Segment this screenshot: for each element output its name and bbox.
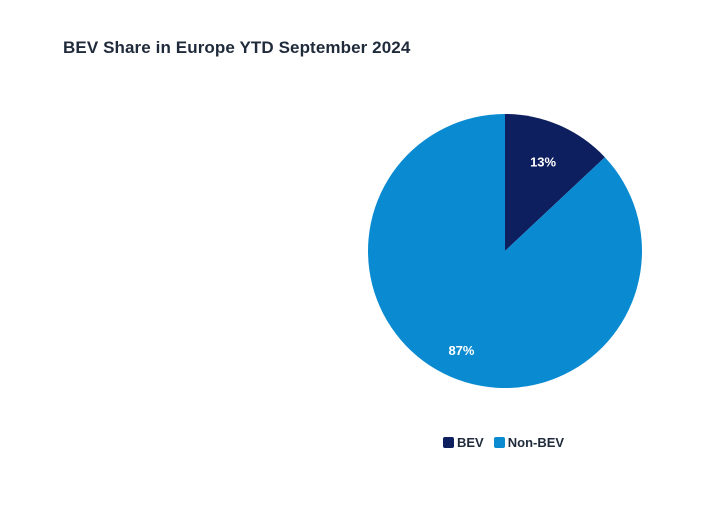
legend-swatch-non-bev [493,437,505,448]
pie-slice-bev [505,114,605,251]
chart-title: BEV Share in Europe YTD September 2024 [63,38,411,57]
data-label-non-bev: 87% [448,343,474,358]
pie-slice-non-bev [368,114,643,389]
legend-label-bev: BEV [457,435,484,450]
legend-swatch-bev [443,437,454,448]
legend-item-non-bev: Non-BEV [493,435,565,450]
legend-item-bev: BEV [443,435,484,450]
legend: BEV Non-BEV [443,435,574,450]
legend-label-non-bev: Non-BEV [507,435,565,450]
data-label-bev: 13% [530,154,556,169]
